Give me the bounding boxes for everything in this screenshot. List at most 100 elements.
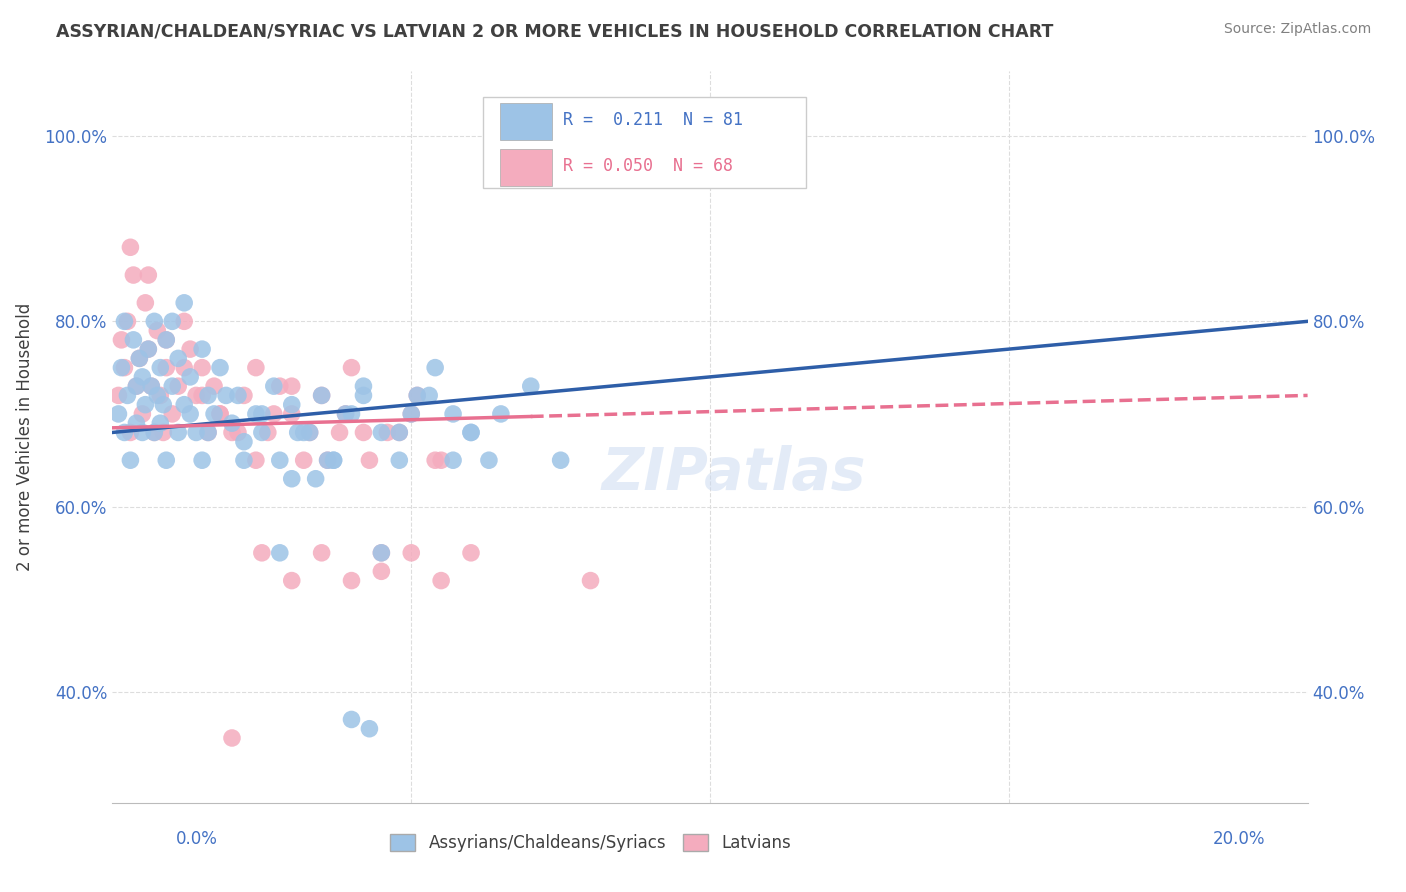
Point [197, 425, 219, 440]
Point [359, 722, 381, 736]
Point [550, 453, 572, 467]
Point [110, 333, 132, 347]
Point [322, 453, 344, 467]
Point [134, 398, 156, 412]
Point [173, 398, 195, 412]
Point [128, 351, 150, 366]
Point [257, 425, 280, 440]
Point [233, 434, 256, 449]
Point [131, 370, 153, 384]
Point [202, 379, 225, 393]
Point [146, 324, 169, 338]
Point [125, 379, 148, 393]
Point [221, 416, 243, 430]
Point [353, 388, 375, 402]
Point [143, 314, 166, 328]
Point [173, 295, 195, 310]
Text: Source: ZipAtlas.com: Source: ZipAtlas.com [1223, 22, 1371, 37]
Text: 0.0%: 0.0% [176, 830, 218, 847]
Point [191, 360, 214, 375]
Point [311, 546, 333, 560]
Point [359, 453, 381, 467]
Point [138, 342, 160, 356]
Point [340, 713, 363, 727]
Point [370, 546, 392, 560]
Point [149, 388, 172, 402]
Point [298, 425, 321, 440]
Point [128, 351, 150, 366]
Point [263, 379, 285, 393]
Point [152, 425, 174, 440]
Point [245, 407, 267, 421]
Point [478, 453, 501, 467]
Point [186, 388, 208, 402]
Point [131, 425, 153, 440]
Point [209, 360, 232, 375]
Point [221, 425, 243, 440]
Point [460, 425, 482, 440]
Point [233, 453, 256, 467]
Point [155, 333, 177, 347]
Point [233, 388, 256, 402]
Point [430, 453, 453, 467]
Point [377, 425, 399, 440]
Point [162, 379, 183, 393]
FancyBboxPatch shape [484, 97, 806, 188]
Point [370, 425, 392, 440]
Point [340, 360, 363, 375]
Point [489, 407, 512, 421]
Point [340, 407, 363, 421]
Point [120, 240, 142, 254]
Point [316, 453, 339, 467]
Text: R = 0.050  N = 68: R = 0.050 N = 68 [562, 157, 733, 175]
Point [107, 407, 129, 421]
Point [122, 333, 145, 347]
Point [292, 425, 315, 440]
Point [155, 333, 177, 347]
Point [250, 425, 273, 440]
Point [122, 268, 145, 282]
Point [138, 342, 160, 356]
Point [418, 388, 440, 402]
Point [263, 407, 285, 421]
Point [197, 388, 219, 402]
Point [162, 314, 183, 328]
Point [269, 546, 291, 560]
Point [388, 425, 411, 440]
Point [141, 379, 163, 393]
Point [245, 453, 267, 467]
Point [460, 425, 482, 440]
Point [191, 342, 214, 356]
Point [191, 453, 214, 467]
Point [370, 565, 392, 579]
Point [281, 472, 304, 486]
Point [322, 453, 344, 467]
Point [269, 379, 291, 393]
Point [292, 453, 315, 467]
Point [179, 407, 201, 421]
Point [269, 453, 291, 467]
Point [250, 546, 273, 560]
Point [388, 453, 411, 467]
Point [430, 574, 453, 588]
Point [425, 360, 447, 375]
Point [579, 574, 602, 588]
Point [215, 388, 238, 402]
Point [191, 388, 214, 402]
Point [125, 416, 148, 430]
Point [114, 360, 135, 375]
Point [441, 453, 464, 467]
Point [117, 314, 139, 328]
Point [388, 425, 411, 440]
Point [141, 379, 163, 393]
Point [186, 425, 208, 440]
Point [167, 351, 190, 366]
FancyBboxPatch shape [499, 103, 553, 140]
Text: ASSYRIAN/CHALDEAN/SYRIAC VS LATVIAN 2 OR MORE VEHICLES IN HOUSEHOLD CORRELATION : ASSYRIAN/CHALDEAN/SYRIAC VS LATVIAN 2 OR… [56, 22, 1053, 40]
Point [245, 360, 267, 375]
Point [114, 425, 135, 440]
Point [197, 425, 219, 440]
Point [401, 407, 423, 421]
Point [401, 546, 423, 560]
Point [202, 407, 225, 421]
